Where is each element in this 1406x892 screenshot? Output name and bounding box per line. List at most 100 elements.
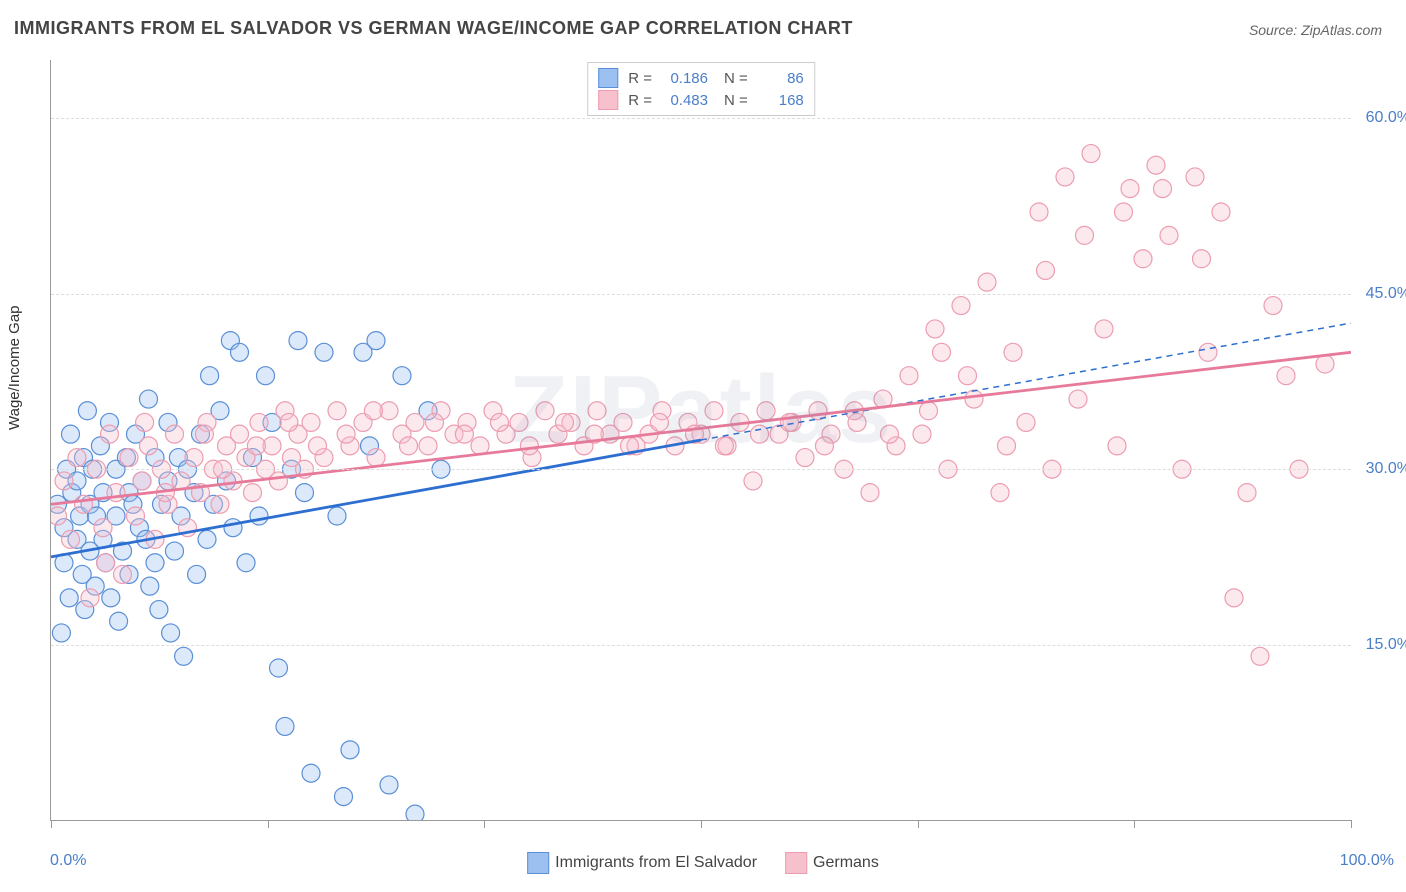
stats-row: R =0.186N =86 bbox=[598, 67, 804, 89]
scatter-point bbox=[62, 425, 80, 443]
scatter-point bbox=[198, 530, 216, 548]
scatter-point bbox=[367, 332, 385, 350]
scatter-point bbox=[455, 425, 473, 443]
scatter-point bbox=[231, 425, 249, 443]
scatter-point bbox=[1076, 226, 1094, 244]
scatter-point bbox=[751, 425, 769, 443]
scatter-point bbox=[757, 402, 775, 420]
scatter-point bbox=[162, 624, 180, 642]
scatter-point bbox=[556, 413, 574, 431]
scatter-point bbox=[380, 776, 398, 794]
scatter-point bbox=[1115, 203, 1133, 221]
chart-container: IMMIGRANTS FROM EL SALVADOR VS GERMAN WA… bbox=[0, 0, 1406, 892]
gridline bbox=[51, 118, 1351, 119]
stat-label: N = bbox=[724, 92, 748, 109]
scatter-point bbox=[978, 273, 996, 291]
scatter-point bbox=[141, 577, 159, 595]
scatter-point bbox=[328, 402, 346, 420]
scatter-point bbox=[959, 367, 977, 385]
y-axis-label: Wage/Income Gap bbox=[6, 305, 23, 430]
scatter-point bbox=[195, 425, 213, 443]
scatter-point bbox=[309, 437, 327, 455]
scatter-point bbox=[146, 554, 164, 572]
x-tick bbox=[1134, 820, 1135, 828]
scatter-point bbox=[491, 413, 509, 431]
scatter-point bbox=[1082, 145, 1100, 163]
scatter-point bbox=[510, 413, 528, 431]
scatter-point bbox=[406, 413, 424, 431]
x-axis-min-label: 0.0% bbox=[50, 852, 86, 870]
scatter-point bbox=[400, 437, 418, 455]
scatter-point bbox=[250, 413, 268, 431]
scatter-point bbox=[926, 320, 944, 338]
scatter-point bbox=[94, 519, 112, 537]
scatter-point bbox=[998, 437, 1016, 455]
legend-item: Germans bbox=[785, 852, 879, 874]
scatter-point bbox=[175, 647, 193, 665]
scatter-point bbox=[419, 437, 437, 455]
scatter-point bbox=[426, 413, 444, 431]
swatch-icon bbox=[785, 852, 807, 874]
y-tick-label: 45.0% bbox=[1366, 285, 1406, 303]
scatter-point bbox=[1264, 297, 1282, 315]
scatter-point bbox=[166, 425, 184, 443]
y-tick-label: 60.0% bbox=[1366, 109, 1406, 127]
legend-label: Immigrants from El Salvador bbox=[555, 854, 757, 871]
scatter-point bbox=[328, 507, 346, 525]
correlation-stats-box: R =0.186N =86R =0.483N =168 bbox=[587, 62, 815, 116]
scatter-point bbox=[1225, 589, 1243, 607]
swatch-icon bbox=[598, 90, 618, 110]
series-legend: Immigrants from El Salvador Germans bbox=[527, 852, 879, 874]
y-tick-label: 30.0% bbox=[1366, 460, 1406, 478]
scatter-point bbox=[1069, 390, 1087, 408]
scatter-point bbox=[250, 507, 268, 525]
scatter-point bbox=[102, 589, 120, 607]
scatter-point bbox=[188, 565, 206, 583]
scatter-point bbox=[120, 449, 138, 467]
stat-n-value: 168 bbox=[754, 92, 804, 109]
stats-row: R =0.483N =168 bbox=[598, 89, 804, 111]
scatter-point bbox=[1154, 180, 1172, 198]
scatter-point bbox=[1147, 156, 1165, 174]
scatter-point bbox=[796, 449, 814, 467]
scatter-point bbox=[97, 554, 115, 572]
scatter-point bbox=[247, 437, 265, 455]
scatter-point bbox=[1056, 168, 1074, 186]
stat-label: N = bbox=[724, 70, 748, 87]
scatter-point bbox=[101, 425, 119, 443]
legend-label: Germans bbox=[813, 854, 879, 871]
scatter-point bbox=[705, 402, 723, 420]
x-axis-max-label: 100.0% bbox=[1340, 852, 1394, 870]
scatter-point bbox=[816, 437, 834, 455]
legend-item: Immigrants from El Salvador bbox=[527, 852, 757, 874]
scatter-point bbox=[1108, 437, 1126, 455]
scatter-point bbox=[614, 413, 632, 431]
scatter-point bbox=[933, 343, 951, 361]
scatter-point bbox=[289, 332, 307, 350]
scatter-point bbox=[1251, 647, 1269, 665]
scatter-point bbox=[270, 472, 288, 490]
scatter-point bbox=[224, 519, 242, 537]
x-tick bbox=[268, 820, 269, 828]
scatter-point bbox=[185, 449, 203, 467]
scatter-point bbox=[270, 659, 288, 677]
scatter-point bbox=[406, 805, 424, 820]
scatter-point bbox=[650, 413, 668, 431]
scatter-point bbox=[1238, 484, 1256, 502]
scatter-point bbox=[393, 367, 411, 385]
scatter-point bbox=[861, 484, 879, 502]
chart-title: IMMIGRANTS FROM EL SALVADOR VS GERMAN WA… bbox=[14, 18, 853, 39]
scatter-point bbox=[136, 413, 154, 431]
scatter-point bbox=[296, 484, 314, 502]
x-tick bbox=[1351, 820, 1352, 828]
scatter-point bbox=[302, 413, 320, 431]
scatter-point bbox=[150, 601, 168, 619]
scatter-point bbox=[60, 589, 78, 607]
scatter-point bbox=[140, 437, 158, 455]
x-tick bbox=[701, 820, 702, 828]
scatter-point bbox=[1199, 343, 1217, 361]
scatter-point bbox=[257, 367, 275, 385]
scatter-point bbox=[1160, 226, 1178, 244]
scatter-point bbox=[166, 542, 184, 560]
x-tick bbox=[51, 820, 52, 828]
